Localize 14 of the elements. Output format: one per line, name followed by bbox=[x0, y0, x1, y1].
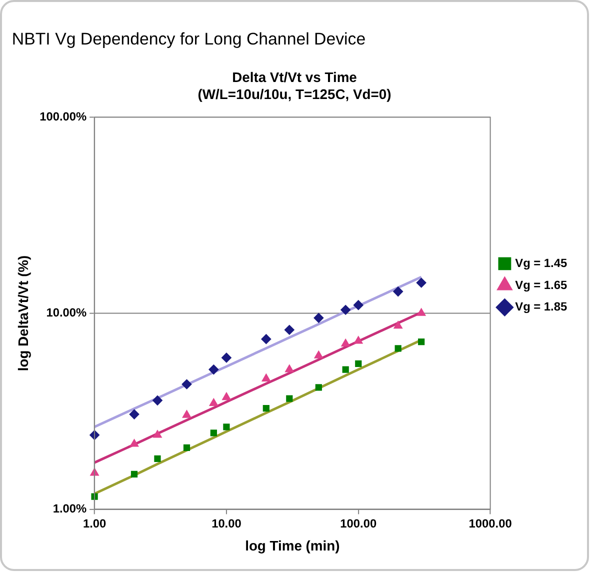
x-tick-label: 1.00 bbox=[82, 516, 106, 531]
legend-label: Vg = 1.45 bbox=[515, 256, 568, 270]
x-tick-label: 100.00 bbox=[340, 516, 377, 531]
x-tick-label: 10.00 bbox=[212, 516, 242, 531]
y-tick-label: 1.00% bbox=[52, 502, 87, 516]
y-tick-label: 10.00% bbox=[46, 305, 87, 320]
legend-label: Vg = 1.65 bbox=[515, 278, 568, 292]
x-axis-title: log Time (min) bbox=[245, 538, 340, 554]
y-axis-title: log DeltaVt/Vt (%) bbox=[15, 255, 32, 372]
x-tick-label: 1000.00 bbox=[468, 516, 512, 531]
chart-subtitle: Delta Vt/Vt vs Time (W/L=10u/10u, T=125C, Vd=0) bbox=[198, 69, 392, 102]
y-tick-label: 100.00% bbox=[40, 109, 87, 124]
legend-label: Vg = 1.85 bbox=[515, 300, 568, 314]
chart-title: NBTI Vg Dependency for Long Channel Device bbox=[12, 30, 366, 49]
